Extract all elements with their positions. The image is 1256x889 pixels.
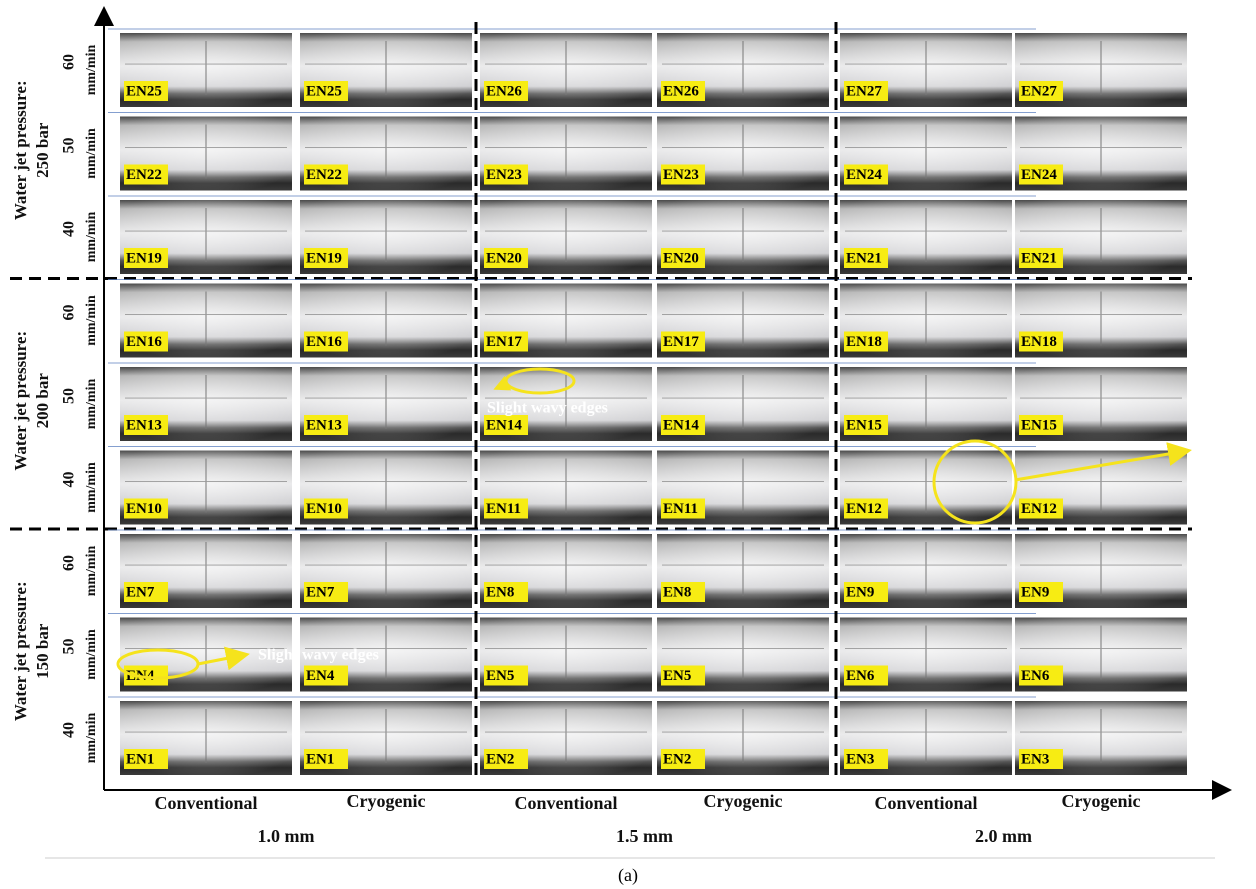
caption: (a) [618,865,638,886]
group-label: Water jet pressure: [11,331,30,471]
thickness-label: 1.0 mm [258,826,315,846]
cell-label: EN18 [1021,334,1057,350]
cell-label: EN12 [846,501,882,517]
column-label: Cryogenic [704,791,783,811]
cell-label: EN22 [126,167,162,183]
cell-label: EN4 [306,668,335,684]
group-label: Water jet pressure: [11,80,30,220]
cell-label: EN17 [663,334,699,350]
cell-label: EN7 [306,584,335,600]
cell-label: EN14 [486,417,522,433]
unit-label: mm/min [84,462,99,513]
annotation: edges [1191,498,1228,515]
cell-label: EN15 [846,417,882,433]
speed-label: 50 [61,138,78,154]
cell-label: EN6 [846,668,875,684]
cell-label: EN11 [663,501,698,517]
speed-label: 40 [61,722,78,738]
cell-label: EN5 [663,668,691,684]
cell-label: EN23 [663,167,699,183]
cell-label: EN20 [486,250,522,266]
cell-label: EN25 [306,83,342,99]
cell-label: EN7 [126,584,155,600]
speed-label: 50 [61,388,78,404]
cell-label: EN26 [663,83,699,99]
cell-label: EN17 [486,334,522,350]
cell-label: EN20 [663,250,699,266]
cell-label: EN6 [1021,668,1050,684]
unit-label: mm/min [84,629,99,680]
annotation: wavy [1191,471,1227,488]
cell-label: EN2 [663,751,691,767]
group-label: Water jet pressure: [11,581,30,721]
annotation: Slight wavy edges [258,647,379,664]
speed-label: 60 [61,305,78,321]
speed-label: 40 [61,472,78,488]
column-label: Conventional [514,793,617,813]
cell-label: EN8 [486,584,514,600]
cell-label: EN1 [126,751,154,767]
cell-label: EN26 [486,83,522,99]
cell-label: EN23 [486,167,522,183]
cell-label: EN21 [1021,250,1057,266]
cell-label: EN2 [486,751,514,767]
cell-label: EN14 [663,417,699,433]
cell-label: EN1 [306,751,334,767]
cell-label: EN10 [306,501,342,517]
thickness-label: 2.0 mm [975,826,1032,846]
cell-label: EN12 [1021,501,1057,517]
cell-label: EN3 [1021,751,1049,767]
cell-label: EN16 [306,334,342,350]
cell-label: EN24 [1021,167,1057,183]
unit-label: mm/min [84,295,99,346]
column-label: Cryogenic [1062,791,1141,811]
unit-label: mm/min [84,128,99,179]
speed-label: 50 [61,639,78,655]
figure: Water jet pressure:250 bar60mm/minEN25EN… [0,0,1256,889]
cell-label: EN27 [846,83,882,99]
group-label: 200 bar [33,373,52,429]
cell-label: EN18 [846,334,882,350]
cell-label: EN16 [126,334,162,350]
column-label: Cryogenic [347,791,426,811]
group-label: 250 bar [33,122,52,178]
cell-label: EN21 [846,250,882,266]
speed-label: 40 [61,221,78,237]
unit-label: mm/min [84,212,99,263]
cell-label: EN13 [306,417,342,433]
thickness-label: 1.5 mm [616,826,673,846]
group-label: 150 bar [33,623,52,679]
unit-label: mm/min [84,546,99,597]
unit-label: mm/min [84,713,99,764]
unit-label: mm/min [84,45,99,96]
cell-label: EN9 [846,584,874,600]
cell-label: EN24 [846,167,882,183]
cell-label: EN3 [846,751,874,767]
annotation: Slight wavy edges [487,400,608,417]
unit-label: mm/min [84,379,99,430]
cell-label: EN9 [1021,584,1049,600]
cell-label: EN27 [1021,83,1057,99]
cell-label: EN5 [486,668,514,684]
cell-label: EN19 [306,250,342,266]
column-label: Conventional [874,793,977,813]
annotation: Slight [1191,444,1232,461]
cell-label: EN13 [126,417,162,433]
speed-label: 60 [61,555,78,571]
cell-label: EN15 [1021,417,1057,433]
cell-label: EN25 [126,83,162,99]
cell-label: EN10 [126,501,162,517]
speed-label: 60 [61,54,78,70]
cell-label: EN8 [663,584,691,600]
cell-label: EN19 [126,250,162,266]
column-label: Conventional [154,793,257,813]
cell-label: EN11 [486,501,521,517]
cell-label: EN22 [306,167,342,183]
